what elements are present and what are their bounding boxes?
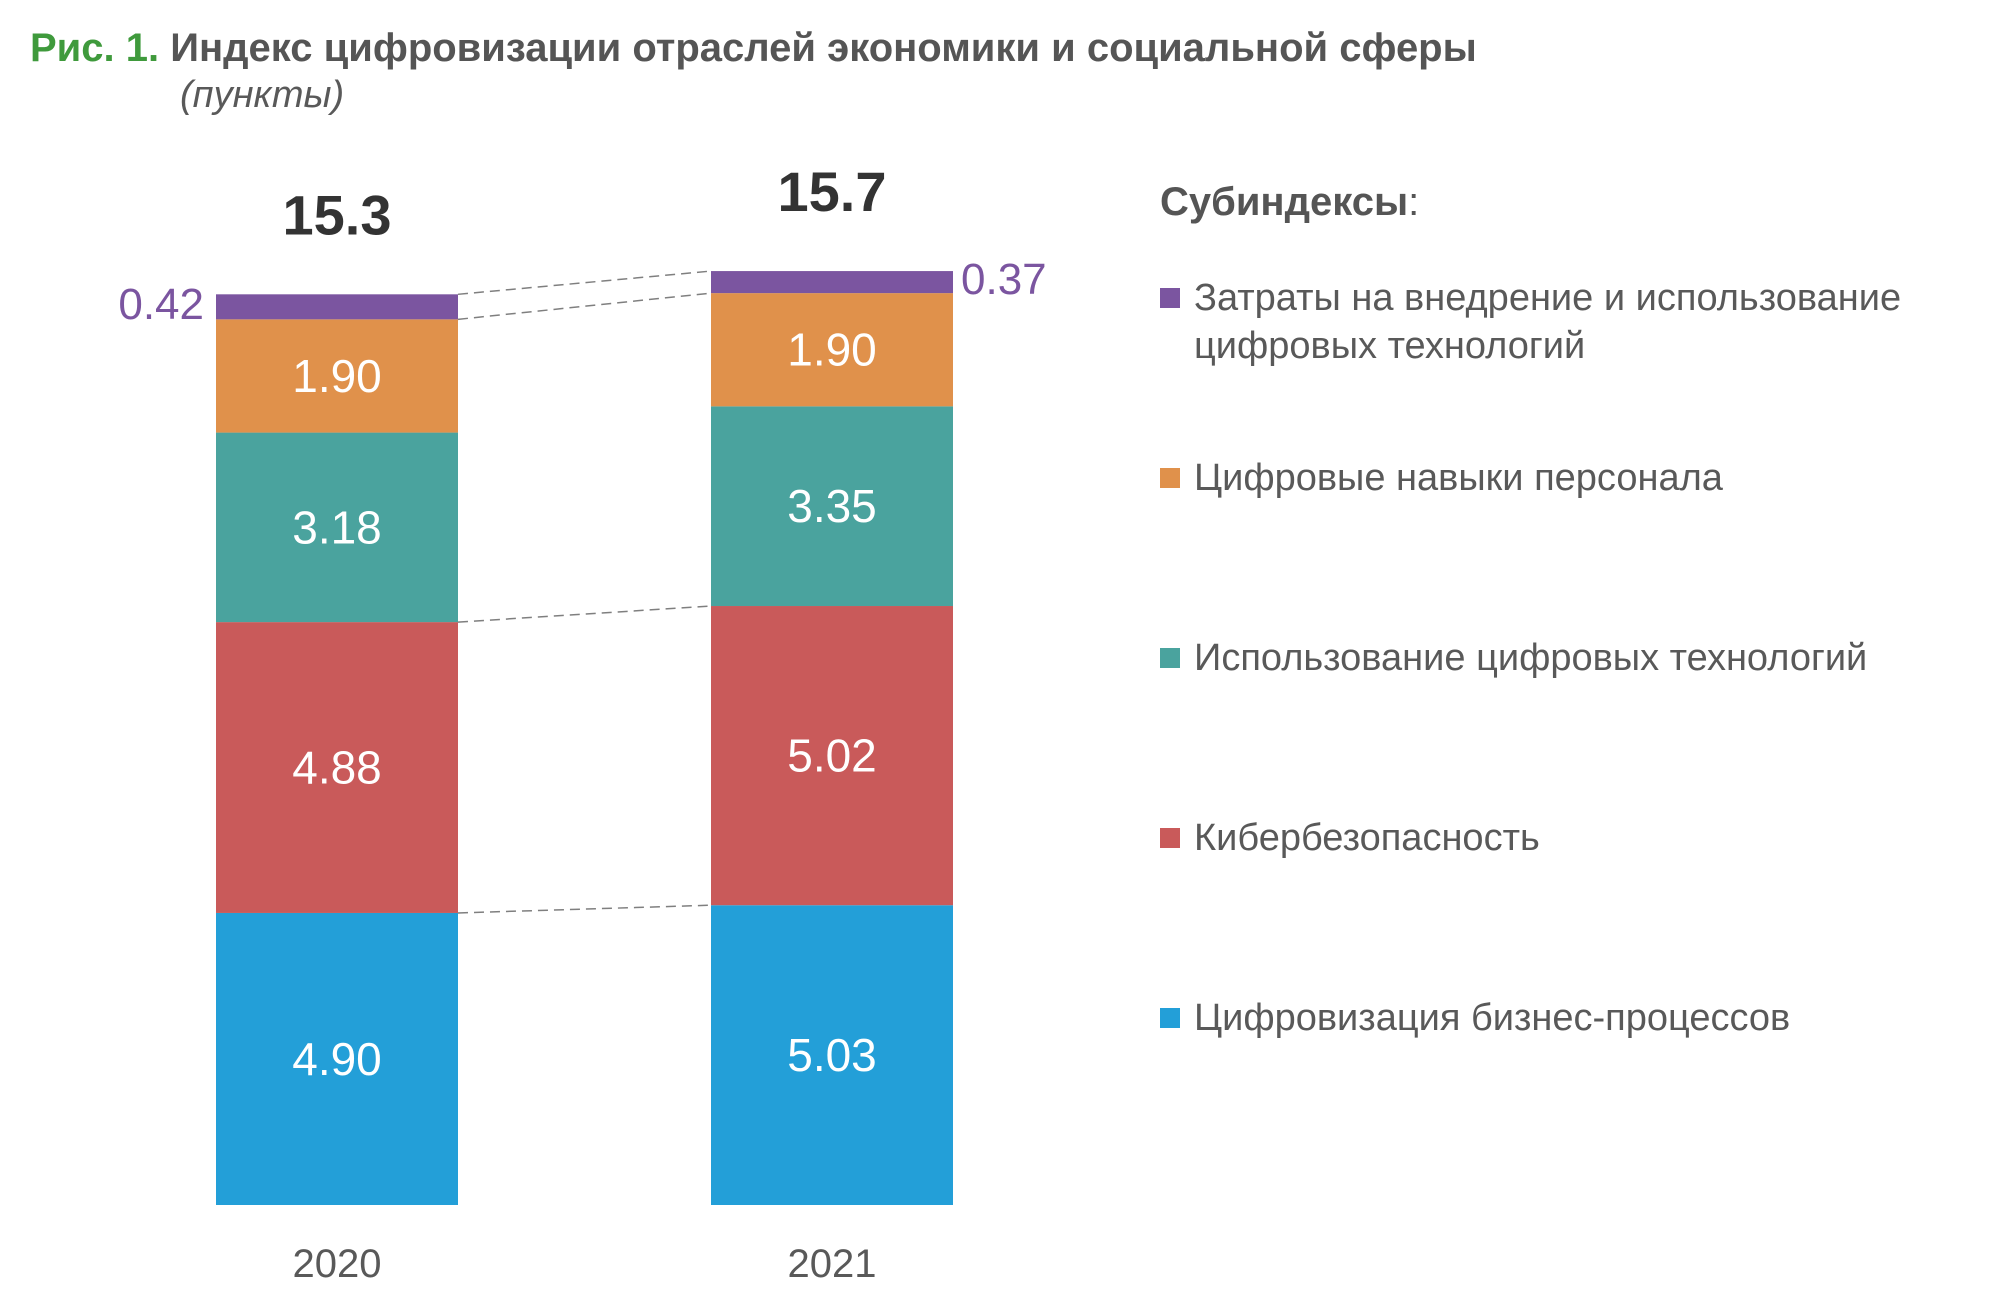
data-label-2020-series-0: 4.90 [292, 1033, 382, 1085]
legend-label-0: Цифровизация бизнес-процессов [1194, 997, 1791, 1039]
data-label-2020-series-2: 3.18 [292, 501, 382, 553]
connector-line-1 [457, 904, 712, 914]
chart-title-text: Индекс цифровизации отраслей экономики и… [170, 26, 1477, 70]
legend-swatch-1 [1160, 828, 1180, 848]
legend-swatch-4 [1160, 288, 1180, 308]
legend-item-1: Кибербезопасность [1160, 814, 1974, 862]
legend: Субиндексы: Затраты на внедрение и испол… [1160, 180, 1980, 1039]
bar-segment-2020-series-1 [216, 622, 458, 913]
bar-segment-2020-series-2 [216, 432, 458, 623]
bar-segment-2020-series-4 [216, 294, 458, 320]
bar-segment-2020-series-3 [216, 319, 458, 433]
total-label-2021: 15.7 [778, 160, 887, 223]
data-label-2020-series-4: 0.42 [118, 280, 204, 329]
legend-item-3: Цифровые навыки персонала [1160, 454, 1974, 502]
data-label-2021-series-0: 5.03 [787, 1029, 877, 1081]
data-label-2021-series-1: 5.02 [787, 730, 877, 782]
legend-item-2: Использование цифровых технологий [1160, 634, 1974, 682]
legend-label-4: Затраты на внедрение и использование циф… [1194, 277, 1902, 367]
bar-segment-2021-series-0 [711, 905, 953, 1205]
connector-line-2 [457, 605, 712, 623]
data-label-2020-series-3: 1.90 [292, 350, 382, 402]
data-label-2021-series-4: 0.37 [961, 255, 1047, 304]
bar-segment-2020-series-0 [216, 912, 458, 1205]
figure-label: Рис. 1. [30, 26, 160, 70]
bar-segment-2021-series-4 [711, 271, 953, 294]
legend-swatch-2 [1160, 648, 1180, 668]
legend-swatch-3 [1160, 468, 1180, 488]
legend-item-4: Затраты на внедрение и использование циф… [1160, 274, 1974, 370]
data-label-2021-series-3: 1.90 [787, 324, 877, 376]
legend-heading-colon: : [1408, 180, 1420, 224]
legend-label-3: Цифровые навыки персонала [1194, 457, 1723, 499]
bar-segment-2021-series-3 [711, 293, 953, 407]
chart-title: Рис. 1. Индекс цифровизации отраслей эко… [30, 22, 1477, 74]
legend-item-0: Цифровизация бизнес-процессов [1160, 994, 1974, 1042]
total-label-2020: 15.3 [283, 183, 392, 246]
x-tick-label-2021: 2021 [788, 1242, 877, 1286]
bar-segment-2021-series-1 [711, 606, 953, 906]
legend-label-2: Использование цифровых технологий [1194, 637, 1868, 679]
legend-swatch-0 [1160, 1008, 1180, 1028]
legend-heading: Субиндексы: [1160, 180, 1980, 225]
connector-line-5 [457, 270, 712, 296]
x-tick-label-2020: 2020 [293, 1242, 382, 1286]
chart-subtitle: (пункты) [180, 74, 345, 116]
data-label-2020-series-1: 4.88 [292, 742, 382, 794]
connector-line-4 [457, 292, 712, 321]
legend-label-1: Кибербезопасность [1194, 817, 1540, 859]
legend-heading-text: Субиндексы [1160, 180, 1409, 224]
bar-segment-2021-series-2 [711, 406, 953, 607]
data-label-2021-series-2: 3.35 [787, 480, 877, 532]
